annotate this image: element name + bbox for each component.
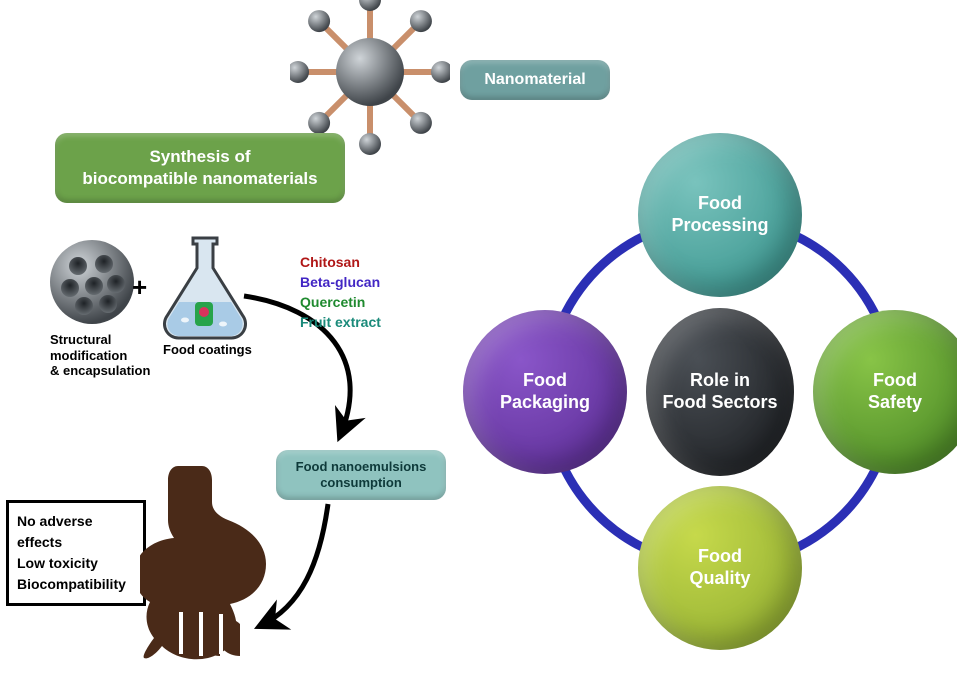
consumption-label: Food nanoemulsionsconsumption <box>276 450 446 500</box>
effects-line-2: effects <box>17 532 135 553</box>
effects-line-4: Biocompatibility <box>17 574 135 595</box>
coating-item-1: Beta-glucan <box>300 274 380 290</box>
gi-tract-icon <box>140 462 280 672</box>
coating-item-3: Fruit extract <box>300 314 381 330</box>
role-node-food-processing: FoodProcessing <box>638 133 802 297</box>
consumption-text: Food nanoemulsionsconsumption <box>296 459 427 492</box>
nanomaterial-label: Nanomaterial <box>460 60 610 100</box>
role-center-bubble: Role inFood Sectors <box>646 308 794 476</box>
role-node-food-quality: FoodQuality <box>638 486 802 650</box>
role-node-food-packaging: FoodPackaging <box>463 310 627 474</box>
effects-line-3: Low toxicity <box>17 553 135 574</box>
effects-line-1: No adverse <box>17 511 135 532</box>
effects-box: No adverse effects Low toxicity Biocompa… <box>6 500 146 606</box>
coating-item-2: Quercetin <box>300 294 365 310</box>
role-center-label: Role inFood Sectors <box>662 370 777 413</box>
coating-item-0: Chitosan <box>300 254 360 270</box>
